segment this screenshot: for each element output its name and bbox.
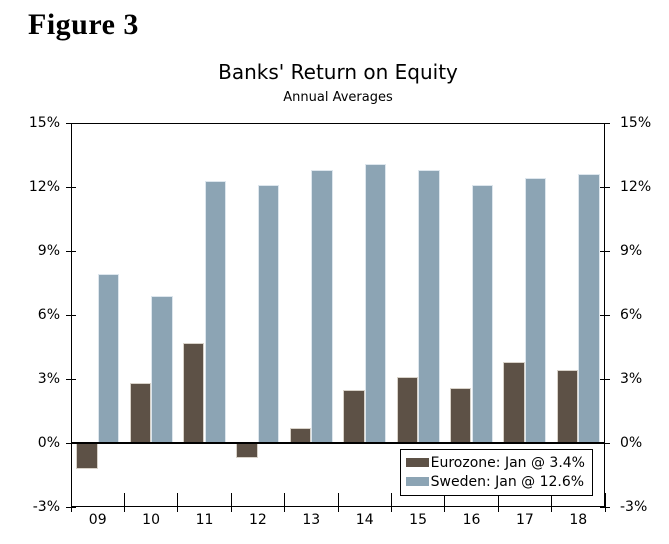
x-axis-label: 10: [142, 512, 160, 528]
x-axis-label: 12: [248, 512, 267, 528]
bar-eurozone-14: [343, 389, 365, 443]
y-axis-label-right: 6%: [620, 307, 643, 323]
x-tick: [551, 493, 553, 512]
y-tick-right: [600, 122, 610, 124]
bar-sweden-12: [257, 184, 280, 443]
x-tick: [284, 493, 286, 512]
x-tick: [337, 493, 339, 512]
y-axis-label-right: 15%: [620, 115, 652, 131]
y-tick-right: [600, 378, 610, 380]
y-tick-right: [600, 186, 610, 188]
x-tick: [230, 493, 232, 512]
bar-sweden-11: [204, 180, 227, 443]
bar-sweden-17: [524, 178, 547, 443]
bar-sweden-14: [364, 163, 387, 443]
bar-sweden-09: [97, 274, 120, 443]
legend: Eurozone: Jan @ 3.4% Sweden: Jan @ 12.6%: [399, 449, 593, 496]
y-tick-right: [600, 442, 610, 444]
x-tick: [123, 493, 125, 512]
y-axis-label-right: -3%: [620, 499, 648, 515]
legend-item-eurozone: Eurozone: Jan @ 3.4%: [405, 453, 585, 472]
y-axis-label-left: 0%: [37, 435, 60, 451]
x-axis-label: 11: [195, 512, 214, 528]
y-axis-label-left: -3%: [32, 499, 60, 515]
y-axis-label-right: 0%: [620, 435, 643, 451]
bar-sweden-13: [311, 169, 333, 443]
y-tick-right: [600, 250, 610, 252]
y-axis-label-right: 12%: [620, 179, 652, 195]
bar-sweden-10: [151, 295, 173, 443]
y-axis-label-left: 9%: [37, 243, 60, 259]
x-tick: [390, 493, 392, 512]
y-axis-label-left: 6%: [37, 307, 60, 323]
legend-swatch-eurozone: [405, 458, 429, 467]
x-axis-label: 14: [355, 512, 374, 528]
bar-sweden-16: [471, 184, 494, 443]
x-axis-label: 09: [88, 512, 107, 528]
x-tick: [177, 493, 179, 512]
bar-eurozone-15: [396, 376, 419, 443]
y-axis-label-left: 3%: [37, 371, 60, 387]
x-axis-label: 13: [302, 512, 321, 528]
bar-sweden-15: [418, 169, 440, 443]
x-axis-label: 17: [515, 512, 534, 528]
zero-line: [71, 442, 605, 444]
x-tick: [444, 493, 446, 512]
y-tick-right: [600, 314, 610, 316]
x-tick: [70, 493, 72, 512]
chart-title: Banks' Return on Equity: [218, 60, 458, 84]
figure-label: Figure 3: [28, 8, 139, 41]
y-axis-label-left: 12%: [28, 179, 60, 195]
bar-eurozone-10: [129, 383, 152, 443]
y-tick-left: [66, 314, 76, 316]
y-axis-label-right: 9%: [620, 243, 643, 259]
y-tick-left: [66, 250, 76, 252]
bar-eurozone-18: [556, 370, 579, 443]
bar-sweden-18: [578, 174, 600, 443]
chart-subtitle: Annual Averages: [283, 90, 393, 105]
x-axis-label: 15: [409, 512, 427, 528]
bar-eurozone-16: [449, 387, 472, 443]
x-axis-label: 18: [569, 512, 588, 528]
y-tick-left: [66, 378, 76, 380]
y-tick-left: [66, 186, 76, 188]
legend-item-sweden: Sweden: Jan @ 12.6%: [405, 472, 585, 491]
bar-eurozone-13: [289, 428, 312, 443]
bar-eurozone-09: [76, 443, 98, 469]
legend-label-sweden: Sweden: Jan @ 12.6%: [430, 473, 585, 490]
bar-eurozone-17: [503, 361, 525, 443]
x-tick: [497, 493, 499, 512]
bar-eurozone-11: [182, 342, 205, 443]
y-axis-label-left: 15%: [28, 115, 60, 131]
legend-label-eurozone: Eurozone: Jan @ 3.4%: [430, 454, 585, 471]
bar-eurozone-12: [236, 443, 258, 458]
y-axis-label-right: 3%: [620, 371, 643, 387]
x-tick: [604, 493, 606, 512]
y-tick-left: [66, 122, 76, 124]
x-axis-label: 16: [462, 512, 481, 528]
legend-swatch-sweden: [405, 477, 429, 486]
